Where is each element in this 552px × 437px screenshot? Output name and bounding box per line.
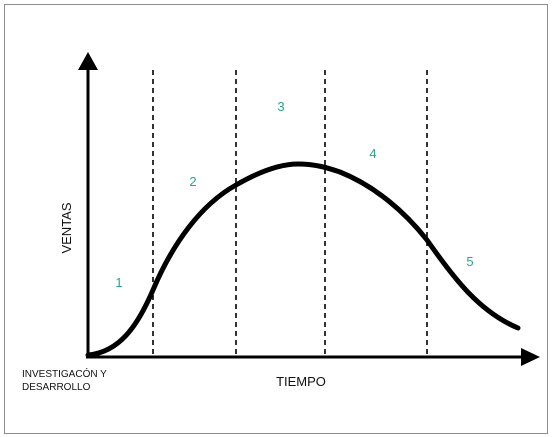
origin-label-line2: DESARROLLO xyxy=(22,382,91,393)
stage-number-1: 1 xyxy=(115,275,122,290)
stage-number-5: 5 xyxy=(466,254,473,269)
x-axis-arrowhead xyxy=(521,348,540,366)
origin-label-line1: INVESTIGACÓN Y xyxy=(22,367,107,380)
diagram-frame xyxy=(4,4,548,434)
sales-curve xyxy=(85,161,521,358)
y-axis-label: VENTAS xyxy=(59,202,74,253)
y-axis-arrowhead xyxy=(78,52,98,70)
x-axis-label: TIEMPO xyxy=(276,374,326,389)
stage-number-3: 3 xyxy=(277,99,284,114)
stage-number-2: 2 xyxy=(189,174,196,189)
stage-number-4: 4 xyxy=(369,146,376,161)
